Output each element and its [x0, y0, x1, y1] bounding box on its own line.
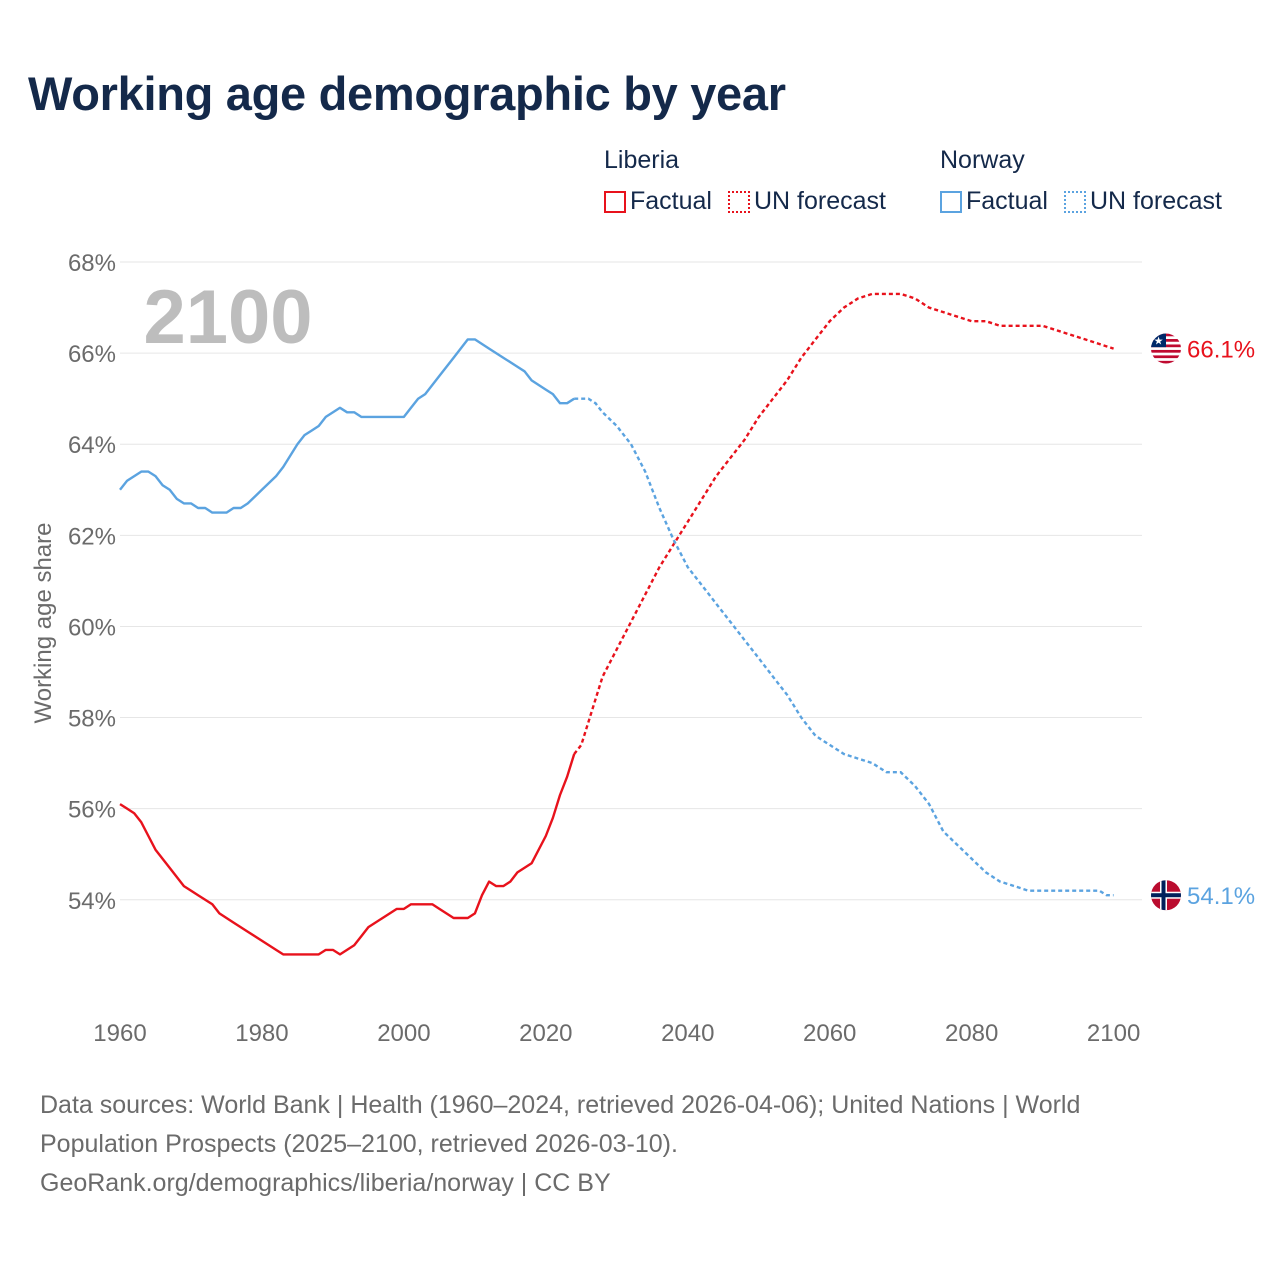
y-axis-label: Working age share	[30, 523, 57, 724]
x-tick-label: 2020	[519, 1020, 572, 1047]
series-line-liberia-factual	[119, 753, 576, 956]
footer: Data sources: World Bank | Health (1960–…	[40, 1086, 1160, 1203]
legend-item-liberia-factual[interactable]: Factual	[604, 187, 712, 216]
y-tick-label: 62%	[68, 523, 116, 550]
y-tick-label: 60%	[68, 614, 116, 641]
svg-text:★: ★	[1154, 336, 1164, 348]
y-tick-label: 68%	[68, 250, 116, 277]
legend-item-norway-factual[interactable]: Factual	[940, 187, 1048, 216]
page-title: Working age demographic by year	[28, 67, 786, 120]
y-tick-label: 66%	[68, 341, 116, 368]
legend-label: Factual	[630, 187, 712, 215]
x-tick-label: 2080	[945, 1020, 998, 1047]
x-axis: 1960 1980 2000 2020 2040 2060 2080 2100	[93, 1020, 1140, 1047]
line-chart: 2100 54% 56% 58% 60% 62% 64% 66% 68% 1960 1980 20…	[30, 250, 1255, 1047]
series-line-liberia-forecast	[573, 292, 1114, 755]
end-value-label-norway: 54.1%	[1187, 883, 1255, 910]
series-line-norway-factual	[119, 338, 575, 514]
y-tick-label: 64%	[68, 432, 116, 459]
x-tick-label: 2100	[1087, 1020, 1140, 1047]
legend-swatch-dotted	[1063, 190, 1086, 213]
legend-group-norway: Norway Factual UN forecast	[940, 146, 1232, 216]
legend-group-name: Liberia	[604, 146, 680, 174]
legend-swatch-solid	[940, 190, 962, 213]
legend-swatch-dotted	[727, 190, 750, 213]
y-axis: 54% 56% 58% 60% 62% 64% 66% 68%	[68, 250, 116, 915]
series-line-norway-forecast	[574, 397, 1114, 897]
legend-item-liberia-forecast[interactable]: UN forecast	[727, 187, 886, 216]
end-labels: ★ 66.1% 54.1%	[1151, 333, 1255, 911]
norway-flag-icon	[1151, 880, 1181, 911]
data-sources: Data sources: World Bank | Health (1960–…	[40, 1091, 1081, 1158]
legend-label: UN forecast	[753, 187, 886, 215]
credit-link[interactable]: GeoRank.org/demographics/liberia/norway …	[40, 1169, 611, 1197]
legend-group-liberia: Liberia Factual UN forecast	[604, 146, 896, 216]
legend-swatch-solid	[604, 190, 626, 213]
x-tick-label: 2060	[803, 1020, 856, 1047]
year-watermark: 2100	[143, 275, 312, 360]
legend-group-name: Norway	[940, 146, 1025, 174]
x-tick-label: 1960	[93, 1020, 146, 1047]
x-tick-label: 1980	[235, 1020, 288, 1047]
legend-item-norway-forecast[interactable]: UN forecast	[1063, 187, 1222, 216]
y-tick-label: 54%	[68, 888, 116, 915]
end-value-label-liberia: 66.1%	[1187, 337, 1255, 364]
liberia-flag-icon: ★	[1151, 333, 1181, 364]
y-tick-label: 56%	[68, 797, 116, 824]
x-tick-label: 2040	[661, 1020, 714, 1047]
gridlines	[120, 261, 1142, 901]
x-tick-label: 2000	[377, 1020, 430, 1047]
legend-label: UN forecast	[1089, 187, 1222, 215]
series-lines	[119, 292, 1114, 956]
y-tick-label: 58%	[68, 706, 116, 733]
legend-label: Factual	[966, 187, 1048, 215]
